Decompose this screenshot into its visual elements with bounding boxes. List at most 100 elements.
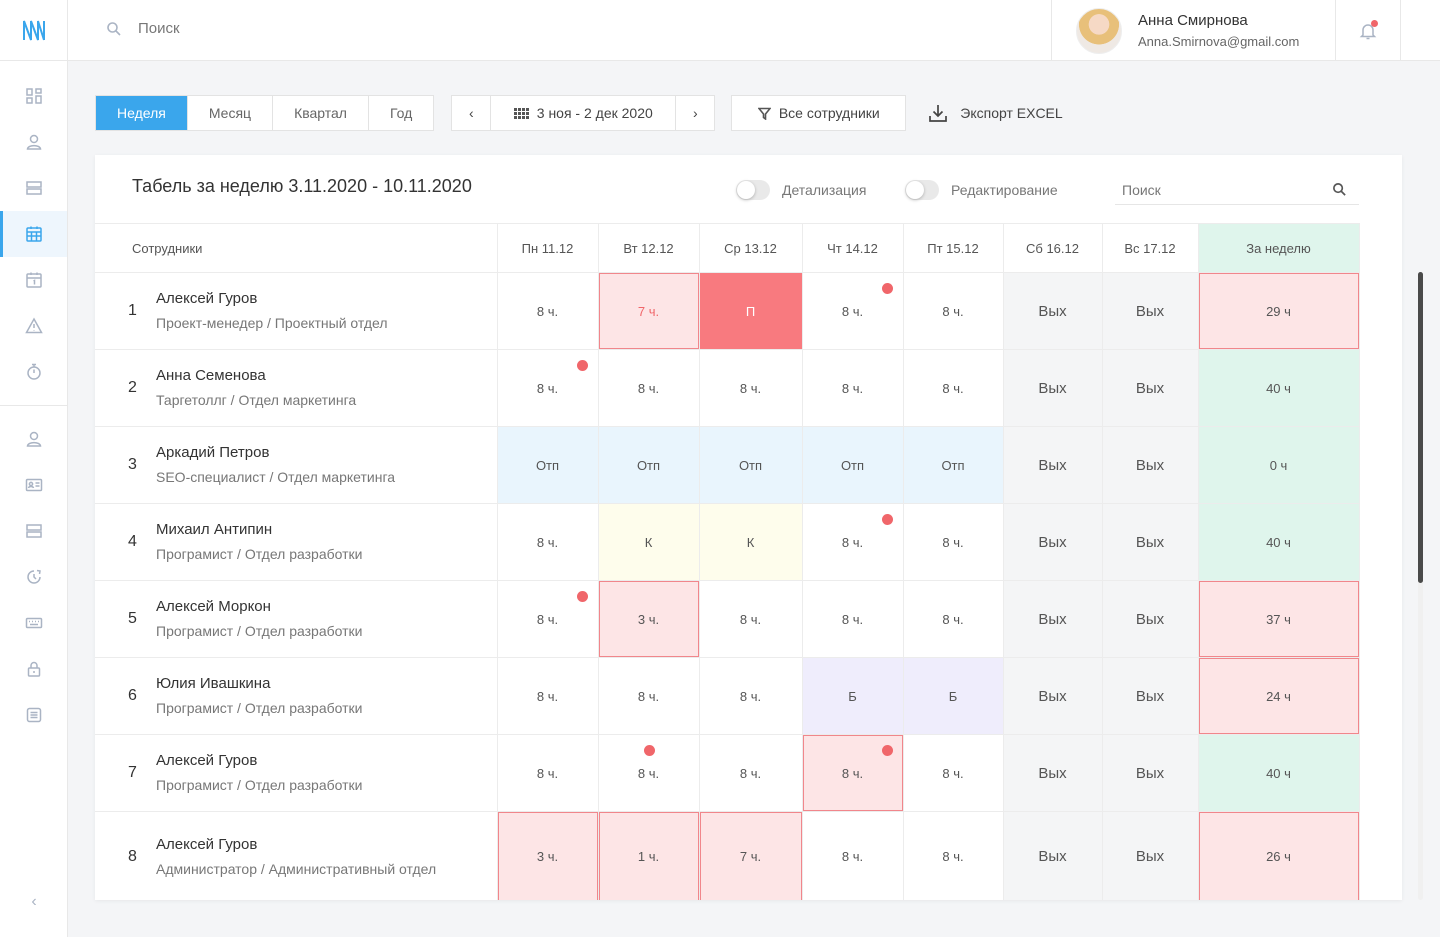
day-cell[interactable]: 8 ч. xyxy=(496,272,599,350)
day-cell[interactable]: 8 ч. xyxy=(801,734,904,812)
period-tab[interactable]: Месяц xyxy=(188,96,274,130)
nav-dashboard[interactable] xyxy=(0,73,67,119)
employee-cell[interactable]: 1 Алексей Гуров Проект-менедер / Проектный… xyxy=(95,272,498,350)
nav-database[interactable] xyxy=(0,508,67,554)
day-cell[interactable]: 7 ч. xyxy=(698,811,803,900)
day-cell[interactable]: Отп xyxy=(902,426,1004,504)
comment-indicator[interactable] xyxy=(881,283,893,294)
edit-toggle-switch[interactable] xyxy=(905,180,939,200)
employee-cell[interactable]: 3 Аркадий Петров SEO-специалист / Отдел ма… xyxy=(95,426,498,504)
day-cell[interactable]: 3 ч. xyxy=(597,580,700,658)
weekend-cell[interactable]: Вых xyxy=(1002,580,1103,658)
day-cell[interactable]: 8 ч. xyxy=(698,349,803,427)
weekend-cell[interactable]: Вых xyxy=(1101,657,1199,735)
day-cell[interactable]: К xyxy=(597,503,700,581)
nav-timesheet[interactable] xyxy=(0,211,67,257)
comment-indicator[interactable] xyxy=(643,745,655,756)
employee-cell[interactable]: 5 Алексей Моркон Програмист / Отдел разраб… xyxy=(95,580,498,658)
export-excel-button[interactable]: Экспорт EXCEL xyxy=(928,103,1063,123)
app-logo[interactable] xyxy=(0,0,67,61)
weekend-cell[interactable]: Вых xyxy=(1002,734,1103,812)
weekend-cell[interactable]: Вых xyxy=(1101,580,1199,658)
user-menu[interactable]: Анна Смирнова Anna.Smirnova@gmail.com xyxy=(1051,0,1335,61)
search-icon[interactable] xyxy=(1332,182,1347,197)
day-cell[interactable]: 8 ч. xyxy=(902,580,1004,658)
nav-employees[interactable] xyxy=(0,416,67,462)
employee-filter-button[interactable]: Все сотрудники xyxy=(731,95,907,131)
nav-profile[interactable] xyxy=(0,119,67,165)
nav-warnings[interactable] xyxy=(0,303,67,349)
collapse-sidebar-button[interactable]: ‹ xyxy=(0,893,68,911)
employee-cell[interactable]: 4 Михаил Антипин Програмист / Отдел разраб… xyxy=(95,503,498,581)
detail-toggle-switch[interactable] xyxy=(736,180,770,200)
nav-history[interactable] xyxy=(0,554,67,600)
period-tab[interactable]: Неделя xyxy=(96,96,188,130)
weekend-cell[interactable]: Вых xyxy=(1002,272,1103,350)
notifications-button[interactable] xyxy=(1335,0,1401,61)
day-cell[interactable]: 8 ч. xyxy=(698,734,803,812)
comment-indicator[interactable] xyxy=(881,514,893,525)
day-cell[interactable]: 8 ч. xyxy=(698,580,803,658)
nav-servers[interactable] xyxy=(0,165,67,211)
day-cell[interactable]: 8 ч. xyxy=(496,580,599,658)
next-period-button[interactable]: › xyxy=(676,96,714,130)
day-cell[interactable]: 8 ч. xyxy=(902,734,1004,812)
nav-calendar[interactable] xyxy=(0,257,67,303)
day-cell[interactable]: 8 ч. xyxy=(801,503,904,581)
nav-timer[interactable] xyxy=(0,349,67,395)
day-cell[interactable]: Отп xyxy=(698,426,803,504)
employee-cell[interactable]: 6 Юлия Ивашкина Програмист / Отдел разрабо… xyxy=(95,657,498,735)
day-cell[interactable]: П xyxy=(698,272,803,350)
nav-id-cards[interactable] xyxy=(0,462,67,508)
day-cell[interactable]: Отп xyxy=(496,426,599,504)
nav-reports[interactable] xyxy=(0,692,67,738)
detail-toggle[interactable]: Детализация xyxy=(736,180,866,200)
nav-security[interactable] xyxy=(0,646,67,692)
day-cell[interactable]: 8 ч. xyxy=(801,272,904,350)
edit-toggle[interactable]: Редактирование xyxy=(905,180,1058,200)
day-cell[interactable]: 8 ч. xyxy=(698,657,803,735)
day-cell[interactable]: 3 ч. xyxy=(496,811,599,900)
weekend-cell[interactable]: Вых xyxy=(1101,503,1199,581)
weekend-cell[interactable]: Вых xyxy=(1101,349,1199,427)
day-cell[interactable]: Б xyxy=(902,657,1004,735)
day-cell[interactable]: 8 ч. xyxy=(496,734,599,812)
weekend-cell[interactable]: Вых xyxy=(1002,657,1103,735)
period-tab[interactable]: Квартал xyxy=(273,96,369,130)
employee-cell[interactable]: 7 Алексей Гуров Програмист / Отдел разрабо… xyxy=(95,734,498,812)
employee-cell[interactable]: 8 Алексей Гуров Администратор / Администра… xyxy=(95,811,498,900)
day-cell[interactable]: 8 ч. xyxy=(496,657,599,735)
day-cell[interactable]: 8 ч. xyxy=(902,811,1004,900)
day-cell[interactable]: Отп xyxy=(801,426,904,504)
day-cell[interactable]: 8 ч. xyxy=(597,657,700,735)
day-cell[interactable]: 8 ч. xyxy=(496,349,599,427)
day-cell[interactable]: 8 ч. xyxy=(597,349,700,427)
prev-period-button[interactable]: ‹ xyxy=(452,96,490,130)
day-cell[interactable]: 8 ч. xyxy=(801,811,904,900)
day-cell[interactable]: 8 ч. xyxy=(902,349,1004,427)
period-tab[interactable]: Год xyxy=(389,105,413,121)
date-range-picker[interactable]: 3 ноя - 2 дек 2020 xyxy=(490,96,677,130)
weekend-cell[interactable]: Вых xyxy=(1002,349,1103,427)
day-cell[interactable]: 8 ч. xyxy=(902,272,1004,350)
weekend-cell[interactable]: Вых xyxy=(1101,734,1199,812)
day-cell[interactable]: 8 ч. xyxy=(597,734,700,812)
weekend-cell[interactable]: Вых xyxy=(1101,272,1199,350)
day-cell[interactable]: 8 ч. xyxy=(496,503,599,581)
day-cell[interactable]: 7 ч. xyxy=(597,272,700,350)
day-cell[interactable]: К xyxy=(698,503,803,581)
comment-indicator[interactable] xyxy=(576,591,588,602)
weekend-cell[interactable]: Вых xyxy=(1002,811,1103,900)
comment-indicator[interactable] xyxy=(881,745,893,756)
weekend-cell[interactable]: Вых xyxy=(1101,811,1199,900)
weekend-cell[interactable]: Вых xyxy=(1002,426,1103,504)
comment-indicator[interactable] xyxy=(576,360,588,371)
table-search-input[interactable] xyxy=(1122,181,1322,198)
employee-cell[interactable]: 2 Анна Семенова Таргетоллг / Отдел маркети… xyxy=(95,349,498,427)
day-cell[interactable]: Отп xyxy=(597,426,700,504)
day-cell[interactable]: 1 ч. xyxy=(597,811,700,900)
day-cell[interactable]: 8 ч. xyxy=(902,503,1004,581)
day-cell[interactable]: 8 ч. xyxy=(801,580,904,658)
nav-keyboard[interactable] xyxy=(0,600,67,646)
day-cell[interactable]: Б xyxy=(801,657,904,735)
